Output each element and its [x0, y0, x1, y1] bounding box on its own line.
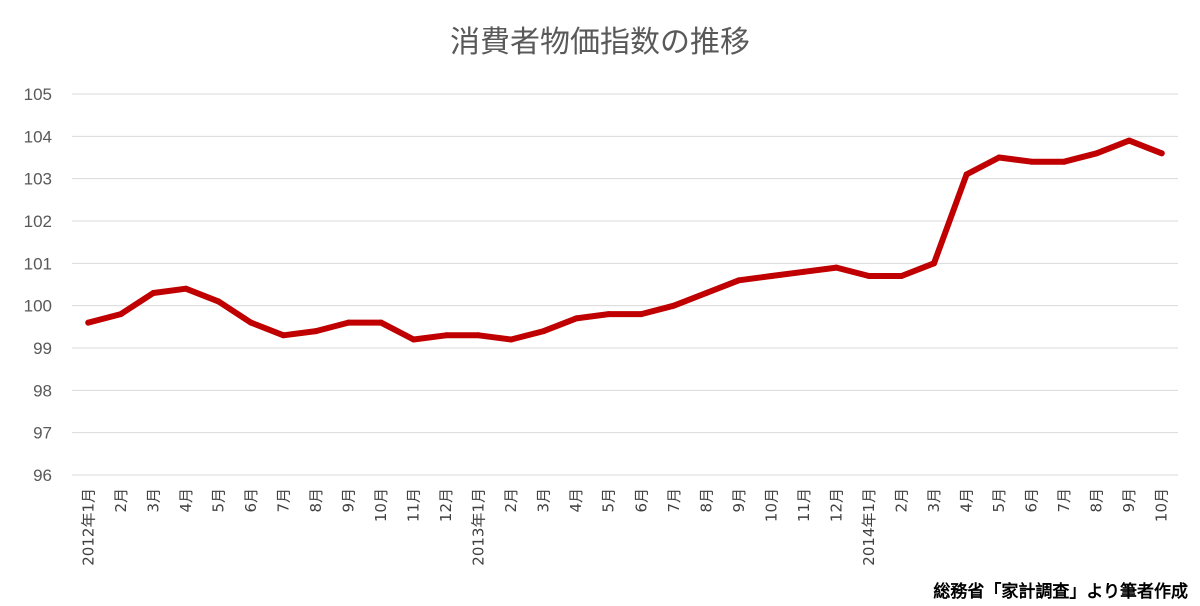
x-tick-label: 2月	[893, 488, 911, 513]
x-tick-label: 6月	[1023, 488, 1041, 513]
x-tick-label: 10月	[762, 488, 780, 522]
data-point	[345, 319, 352, 326]
x-tick-label: 11月	[795, 488, 813, 522]
data-point	[703, 289, 710, 296]
x-tick-label: 12月	[437, 488, 455, 522]
data-point	[215, 298, 222, 305]
data-point	[670, 302, 677, 309]
x-tick-label: 6月	[242, 488, 260, 513]
data-point	[735, 277, 742, 284]
x-tick-label: 5月	[990, 488, 1008, 513]
y-tick-label: 101	[24, 254, 52, 273]
data-point	[508, 336, 515, 343]
data-point	[182, 285, 189, 292]
chart-title: 消費者物価指数の推移	[450, 25, 750, 60]
x-tick-label: 5月	[209, 488, 227, 513]
series-layer	[85, 137, 1165, 343]
data-point	[833, 264, 840, 271]
y-tick-label: 97	[33, 424, 52, 443]
data-point	[312, 328, 319, 335]
data-point	[443, 332, 450, 339]
x-tick-label: 8月	[697, 488, 715, 513]
data-point	[1028, 158, 1035, 165]
x-tick-label: 3月	[144, 488, 162, 513]
data-point	[865, 273, 872, 280]
data-point	[996, 154, 1003, 161]
x-tick-label: 7月	[665, 488, 683, 513]
data-point	[540, 328, 547, 335]
data-point	[117, 311, 124, 318]
data-point	[410, 336, 417, 343]
data-point	[573, 315, 580, 322]
x-tick-label: 3月	[535, 488, 553, 513]
x-tick-label: 3月	[925, 488, 943, 513]
series-line	[85, 137, 1165, 343]
y-tick-label: 103	[24, 170, 52, 189]
data-point	[963, 171, 970, 178]
y-axis-ticks: 96 97 98 99 100 101 102 103 104 105	[24, 85, 52, 485]
x-tick-label: 11月	[405, 488, 423, 522]
x-tick-label: 2012年1月	[79, 488, 97, 566]
x-tick-label: 8月	[307, 488, 325, 513]
data-point	[247, 319, 254, 326]
x-tick-label: 7月	[274, 488, 292, 513]
data-point	[605, 311, 612, 318]
x-tick-label: 4月	[958, 488, 976, 513]
x-tick-label: 12月	[827, 488, 845, 522]
data-point	[475, 332, 482, 339]
x-tick-label: 7月	[1055, 488, 1073, 513]
data-point	[931, 260, 938, 267]
x-tick-label: 9月	[340, 488, 358, 513]
y-tick-label: 98	[33, 381, 52, 400]
x-tick-label: 2月	[502, 488, 520, 513]
data-point	[378, 319, 385, 326]
y-tick-label: 104	[24, 127, 52, 146]
x-tick-label: 2013年1月	[470, 488, 488, 566]
x-tick-label: 9月	[1120, 488, 1138, 513]
x-tick-label: 10月	[1153, 488, 1171, 522]
data-point	[800, 268, 807, 275]
data-point	[768, 273, 775, 280]
y-tick-label: 105	[24, 85, 52, 104]
x-tick-label: 4月	[567, 488, 585, 513]
y-tick-label: 99	[33, 339, 52, 358]
x-tick-label: 10月	[372, 488, 390, 522]
x-axis-ticks: 2012年1月 2月 3月 4月 5月 6月 7月 8月 9月 10月 11月 12月 2013年1月 2…	[79, 488, 1170, 566]
data-point	[85, 319, 92, 326]
y-tick-label: 102	[24, 212, 52, 231]
source-note: 総務省「家計調査」より筆者作成	[933, 582, 1188, 602]
data-point	[1061, 158, 1068, 165]
x-tick-label: 2月	[112, 488, 130, 513]
x-tick-label: 8月	[1088, 488, 1106, 513]
data-point	[638, 311, 645, 318]
x-tick-label: 6月	[632, 488, 650, 513]
gridlines	[72, 93, 1178, 476]
x-tick-label: 5月	[600, 488, 618, 513]
x-tick-label: 9月	[730, 488, 748, 513]
x-tick-label: 4月	[177, 488, 195, 513]
y-tick-label: 100	[24, 297, 52, 316]
data-point	[150, 289, 157, 296]
x-tick-label: 2014年1月	[860, 488, 878, 566]
data-point	[1093, 150, 1100, 157]
data-point	[1158, 150, 1165, 157]
data-point	[280, 332, 287, 339]
data-point	[898, 273, 905, 280]
data-point	[1126, 137, 1133, 144]
y-tick-label: 96	[33, 466, 52, 485]
